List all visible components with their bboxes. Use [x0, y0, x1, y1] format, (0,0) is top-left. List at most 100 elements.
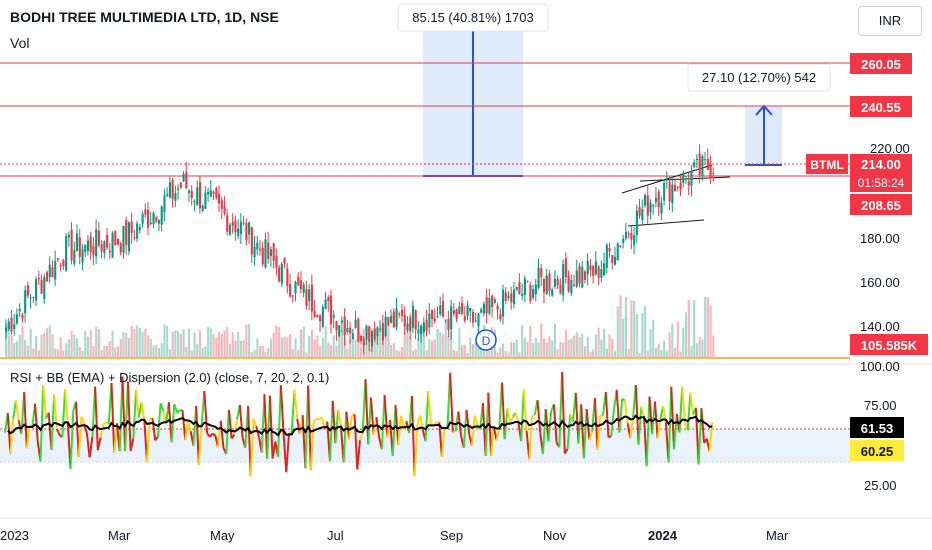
candle-body: [237, 228, 240, 237]
rsi-lines: [4, 371, 714, 477]
candle-body: [103, 241, 106, 254]
candle-body: [136, 223, 139, 239]
rsi-segment: [522, 389, 528, 431]
rsi-segment: [154, 436, 159, 441]
volume-bar: [5, 324, 8, 357]
rsi-segment: [465, 409, 471, 435]
volume-bar: [182, 329, 185, 357]
volume-bar: [578, 337, 581, 357]
volume-label-title[interactable]: Vol: [10, 35, 30, 51]
volume-bar: [250, 352, 253, 357]
volume-label: 105.585K: [861, 338, 918, 353]
volume-bar: [540, 323, 543, 357]
candle-body: [553, 278, 557, 287]
candle-body: [592, 265, 595, 276]
volume-bar: [562, 343, 565, 357]
volume-bar: [433, 339, 436, 357]
rsi-segment: [520, 389, 525, 442]
volume-bar: [201, 347, 204, 357]
candle-body: [613, 256, 617, 265]
candle-body: [234, 220, 237, 233]
candle-body: [644, 194, 647, 206]
volume-bar: [166, 325, 169, 357]
volume-bar: [37, 350, 40, 357]
candle-body: [168, 182, 171, 198]
candle-body: [43, 277, 46, 300]
candle-body: [125, 220, 128, 245]
volume-bar: [510, 342, 513, 357]
candle-body: [597, 266, 600, 278]
volume-bar: [321, 337, 324, 357]
candle-body: [81, 249, 84, 263]
currency-selector[interactable]: INR: [858, 6, 922, 36]
rsi-segment: [667, 386, 673, 463]
volume-bar: [450, 330, 453, 357]
candle-body: [529, 284, 532, 301]
volume-bar: [40, 334, 43, 357]
volume-label-bg: [850, 334, 928, 355]
volume-bar: [548, 336, 551, 357]
volume-bar: [155, 344, 158, 357]
candle-body: [324, 299, 327, 310]
event-marker-icon[interactable]: [475, 329, 497, 351]
volume-bar: [280, 337, 283, 357]
candle-body: [106, 234, 109, 248]
candle-body: [439, 305, 442, 315]
candle-body: [291, 295, 294, 297]
candle-body: [414, 309, 417, 330]
volume-bar: [428, 338, 431, 357]
rsi-segment: [331, 400, 337, 444]
rsi-segment: [509, 416, 514, 424]
volume-bar: [226, 327, 229, 357]
candle-body: [45, 272, 49, 282]
volume-bar: [384, 326, 387, 357]
volume-bar: [603, 328, 606, 357]
candle-body: [420, 325, 423, 335]
symbol-title[interactable]: BODHI TREE MULTIMEDIA LTD, 1D, NSE: [10, 9, 279, 25]
volume-bar: [663, 340, 666, 357]
rsi-segment: [173, 403, 178, 414]
candle-body: [302, 284, 305, 293]
candle-body: [406, 323, 409, 331]
candle-body: [5, 327, 8, 333]
volume-bar: [256, 338, 259, 357]
volume-bar: [228, 344, 232, 357]
volume-bar: [114, 347, 117, 357]
candle-body: [78, 237, 81, 257]
candle-body: [166, 194, 169, 196]
rsi-segment: [328, 400, 334, 462]
measure-tooltip-2-text: 27.10 (12.70%) 542: [702, 70, 816, 85]
volume-bar: [381, 336, 384, 357]
volume-bar: [439, 331, 442, 357]
rsi-segment: [279, 385, 285, 434]
volume-bar: [622, 318, 625, 357]
volume-bar: [308, 335, 311, 357]
volume-bar: [160, 343, 163, 357]
candle-body: [398, 313, 401, 315]
volume-bar: [409, 336, 412, 357]
rsi-segment: [588, 431, 594, 441]
candle-body: [605, 245, 608, 268]
rsi-segment: [541, 409, 547, 455]
level-label-bg-240: [850, 96, 912, 117]
volume-bar: [586, 336, 589, 357]
volume-bar: [496, 352, 499, 357]
candle-body: [452, 310, 455, 314]
candle-body: [349, 327, 352, 334]
candle-body: [283, 257, 286, 264]
candle-body: [583, 271, 587, 280]
volume-bar: [196, 343, 199, 357]
volume-bar: [698, 337, 701, 357]
volume-bar: [177, 331, 180, 357]
volume-bar: [18, 334, 21, 357]
indicator-title[interactable]: RSI + BB (EMA) + Dispersion (2.0) (close…: [10, 370, 330, 385]
candle-body: [384, 316, 387, 337]
volume-bar: [570, 338, 573, 357]
volume-bar: [521, 324, 524, 357]
volume-bar: [455, 351, 458, 357]
candle-body: [108, 250, 111, 253]
ticker-tag-bg: [806, 154, 848, 174]
rsi-segment: [334, 409, 340, 444]
volume-bar: [289, 334, 292, 357]
